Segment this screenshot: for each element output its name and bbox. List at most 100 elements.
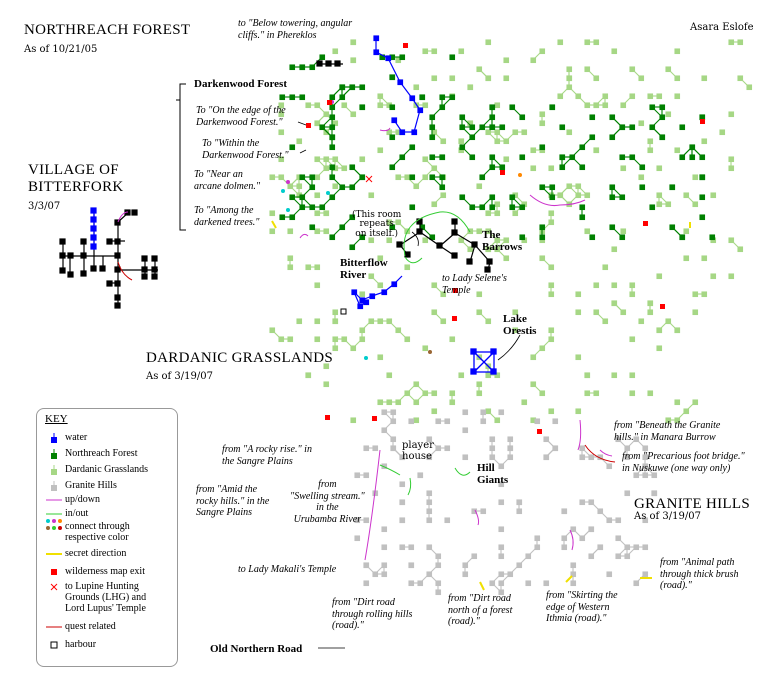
room	[642, 571, 649, 578]
room	[363, 445, 370, 452]
room	[431, 408, 438, 415]
barrows-label: The Barrows	[482, 229, 523, 254]
room	[548, 264, 555, 271]
room	[395, 399, 402, 406]
room	[341, 165, 348, 172]
room	[588, 526, 595, 533]
room	[503, 138, 510, 145]
room	[566, 84, 573, 91]
room	[350, 57, 357, 64]
room	[329, 94, 336, 101]
room	[579, 499, 586, 506]
room	[669, 224, 676, 231]
room	[422, 390, 429, 397]
room	[435, 580, 442, 587]
room	[467, 246, 474, 253]
updown-lines	[299, 127, 613, 561]
key-item-grassland: Dardanic Grasslands	[43, 464, 148, 475]
room	[649, 124, 656, 131]
room	[692, 399, 699, 406]
room	[462, 409, 469, 416]
room	[426, 544, 433, 551]
room	[701, 138, 708, 145]
room	[289, 194, 296, 201]
room	[615, 436, 622, 443]
room	[368, 273, 375, 280]
room	[503, 255, 510, 262]
room	[633, 472, 640, 479]
room	[485, 210, 492, 217]
room	[494, 210, 501, 217]
room	[656, 165, 663, 172]
room	[512, 309, 519, 316]
room	[615, 517, 622, 524]
room	[624, 454, 631, 461]
room	[494, 372, 501, 379]
room	[593, 102, 600, 109]
room	[530, 165, 537, 172]
exit-room	[700, 119, 705, 124]
room	[575, 354, 582, 361]
barrows-inout-line	[403, 211, 471, 264]
room	[485, 75, 492, 82]
room	[530, 354, 537, 361]
room	[413, 183, 420, 190]
room	[476, 66, 483, 73]
room	[656, 93, 663, 100]
room	[329, 124, 336, 131]
exit-room	[643, 221, 648, 226]
room	[372, 571, 379, 578]
room	[431, 390, 438, 397]
within-darkenwood-note: To "Within the Darkenwood Forest."	[202, 138, 289, 161]
secret-lines	[271, 220, 691, 591]
room	[485, 129, 492, 136]
author-credit: Asara Eslofe	[690, 22, 754, 33]
room	[469, 134, 476, 141]
room	[339, 224, 346, 231]
room	[609, 224, 616, 231]
room	[701, 255, 708, 262]
rocky-hills-note: from "Amid the rocky hills." in the Sang…	[196, 484, 270, 518]
exit-room	[452, 316, 457, 321]
room	[381, 544, 388, 551]
darkenwood-bracket	[176, 83, 186, 231]
room	[395, 219, 402, 226]
room	[381, 427, 388, 434]
room	[701, 75, 708, 82]
secret-line-icon	[43, 548, 65, 559]
room	[409, 144, 416, 151]
room	[559, 164, 566, 171]
room	[480, 418, 487, 425]
room	[419, 94, 426, 101]
room	[548, 219, 555, 226]
room	[314, 156, 321, 163]
room	[289, 144, 296, 151]
key-item-water: water	[43, 432, 87, 443]
room	[389, 224, 396, 231]
room	[489, 164, 496, 171]
room	[404, 390, 411, 397]
room	[314, 174, 321, 181]
room	[651, 490, 658, 497]
room	[426, 490, 433, 497]
lupine-cross-icon	[43, 581, 65, 592]
room	[683, 408, 690, 415]
room	[519, 234, 526, 241]
room	[359, 156, 366, 163]
arcane-dolmen-note: To "Near an arcane dolmen."	[194, 169, 261, 192]
key-item-harbour: harbour	[43, 639, 96, 650]
room	[620, 102, 627, 109]
room	[444, 418, 451, 425]
room	[449, 399, 456, 406]
room	[440, 138, 447, 145]
room	[314, 228, 321, 235]
quest-lines	[584, 444, 616, 463]
room	[624, 553, 631, 560]
room	[503, 237, 510, 244]
room	[584, 66, 591, 73]
room	[649, 104, 656, 111]
room	[408, 544, 415, 551]
room	[341, 336, 348, 343]
room	[674, 417, 681, 424]
